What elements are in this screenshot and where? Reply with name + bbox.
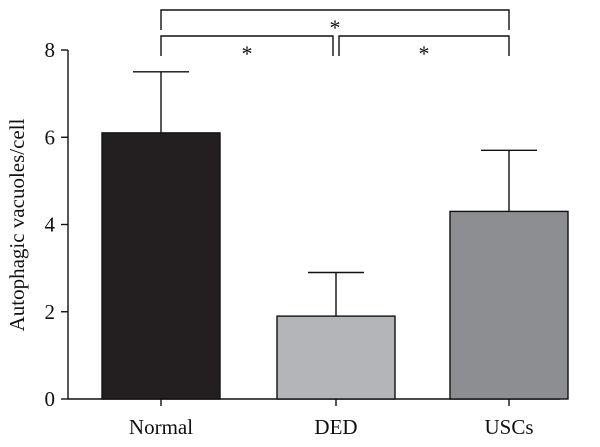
bar-ded <box>276 315 396 400</box>
significance-star-1-2: * <box>419 41 430 66</box>
significance-bracket-0-1 <box>160 35 334 56</box>
bars <box>101 132 569 400</box>
x-tick-label-uscs: USCs <box>484 415 533 439</box>
significance-star-0-1: * <box>242 41 253 66</box>
y-tick-label: 2 <box>45 300 56 324</box>
y-tick-label: 4 <box>45 213 56 237</box>
x-axis-labels: Normal DED USCs <box>129 399 534 439</box>
significance-bracket-0-2 <box>160 9 510 30</box>
x-tick-label-normal: Normal <box>129 415 193 439</box>
y-tick-label: 6 <box>45 125 56 149</box>
significance-bracket-1-2 <box>338 35 510 56</box>
y-tick-label: 0 <box>45 387 56 411</box>
bar-normal <box>101 132 221 400</box>
error-bars <box>133 71 537 317</box>
y-axis-title: Autophagic vacuoles/cell <box>5 118 29 331</box>
y-tick-label: 8 <box>45 38 56 62</box>
significance-brackets: * * * <box>160 9 510 66</box>
bar-uscs <box>449 210 569 400</box>
x-tick-label-ded: DED <box>314 415 357 439</box>
significance-star-0-2: * <box>330 15 341 40</box>
